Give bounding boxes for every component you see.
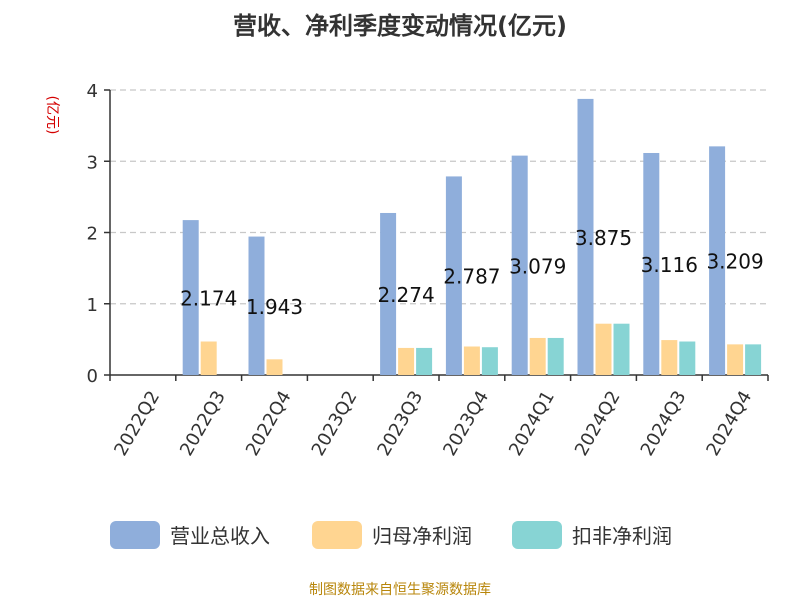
data-labels: 2.174 1.943 2.274 2.787 3.079 3.875 3.116 3.209 bbox=[180, 226, 764, 319]
legend-label: 扣非净利润 bbox=[572, 524, 672, 548]
legend-label: 营业总收入 bbox=[170, 524, 270, 548]
data-label: 2.787 bbox=[443, 265, 500, 289]
bar-3 bbox=[745, 344, 762, 375]
bar-1 bbox=[511, 155, 528, 375]
legend-swatch bbox=[110, 521, 160, 549]
data-label: 3.116 bbox=[641, 253, 698, 277]
bar-2 bbox=[661, 340, 678, 375]
chart-title: 营收、净利季度变动情况(亿元) bbox=[233, 12, 567, 40]
bar-2 bbox=[727, 344, 744, 375]
bar-2 bbox=[463, 346, 480, 375]
bar-2 bbox=[266, 359, 283, 375]
x-tick-label: 2022Q3 bbox=[176, 387, 230, 459]
data-label: 1.943 bbox=[246, 295, 303, 319]
bar-1 bbox=[182, 220, 199, 375]
data-label: 3.209 bbox=[706, 250, 763, 274]
bar-3 bbox=[547, 337, 564, 375]
y-tick-label: 0 bbox=[87, 366, 98, 387]
bar-1 bbox=[643, 152, 660, 375]
y-tick-label: 1 bbox=[87, 295, 98, 316]
bar-1 bbox=[709, 146, 726, 375]
bar-3 bbox=[416, 347, 433, 375]
x-tick-label: 2024Q1 bbox=[505, 387, 559, 459]
legend: 营业总收入 归母净利润 扣非净利润 bbox=[110, 521, 672, 549]
legend-swatch bbox=[512, 521, 562, 549]
y-tick-label: 4 bbox=[87, 81, 98, 102]
bar-1 bbox=[445, 176, 462, 375]
bar-3 bbox=[679, 341, 696, 375]
bar-2 bbox=[595, 323, 612, 375]
bar-3 bbox=[613, 323, 630, 375]
x-tick-label: 2024Q3 bbox=[637, 387, 691, 459]
bar-2 bbox=[200, 341, 217, 375]
x-tick-label: 2022Q4 bbox=[242, 387, 296, 459]
legend-swatch bbox=[312, 521, 362, 549]
legend-label: 归母净利润 bbox=[372, 524, 472, 548]
x-tick-label: 2023Q4 bbox=[439, 387, 493, 459]
y-tick-label: 2 bbox=[87, 224, 98, 245]
x-tick-label: 2024Q4 bbox=[702, 387, 756, 459]
x-tick-label: 2024Q2 bbox=[571, 387, 625, 459]
bar-1 bbox=[577, 98, 594, 375]
bars bbox=[182, 98, 762, 375]
bar-1 bbox=[380, 212, 397, 375]
bar-2 bbox=[529, 337, 546, 375]
y-unit-label: (亿元) bbox=[44, 96, 60, 135]
x-tick-label: 2022Q2 bbox=[110, 387, 164, 459]
data-label: 3.079 bbox=[509, 254, 566, 278]
source-note: 制图数据来自恒生聚源数据库 bbox=[309, 582, 491, 598]
data-label: 2.274 bbox=[377, 283, 434, 307]
data-label: 2.174 bbox=[180, 287, 237, 311]
bar-2 bbox=[398, 347, 415, 375]
x-tick-label: 2023Q2 bbox=[308, 387, 362, 459]
x-tick-label: 2023Q3 bbox=[373, 387, 427, 459]
y-tick-label: 3 bbox=[87, 152, 98, 173]
bar-3 bbox=[481, 347, 498, 375]
bar-1 bbox=[248, 236, 265, 375]
data-label: 3.875 bbox=[575, 226, 632, 250]
